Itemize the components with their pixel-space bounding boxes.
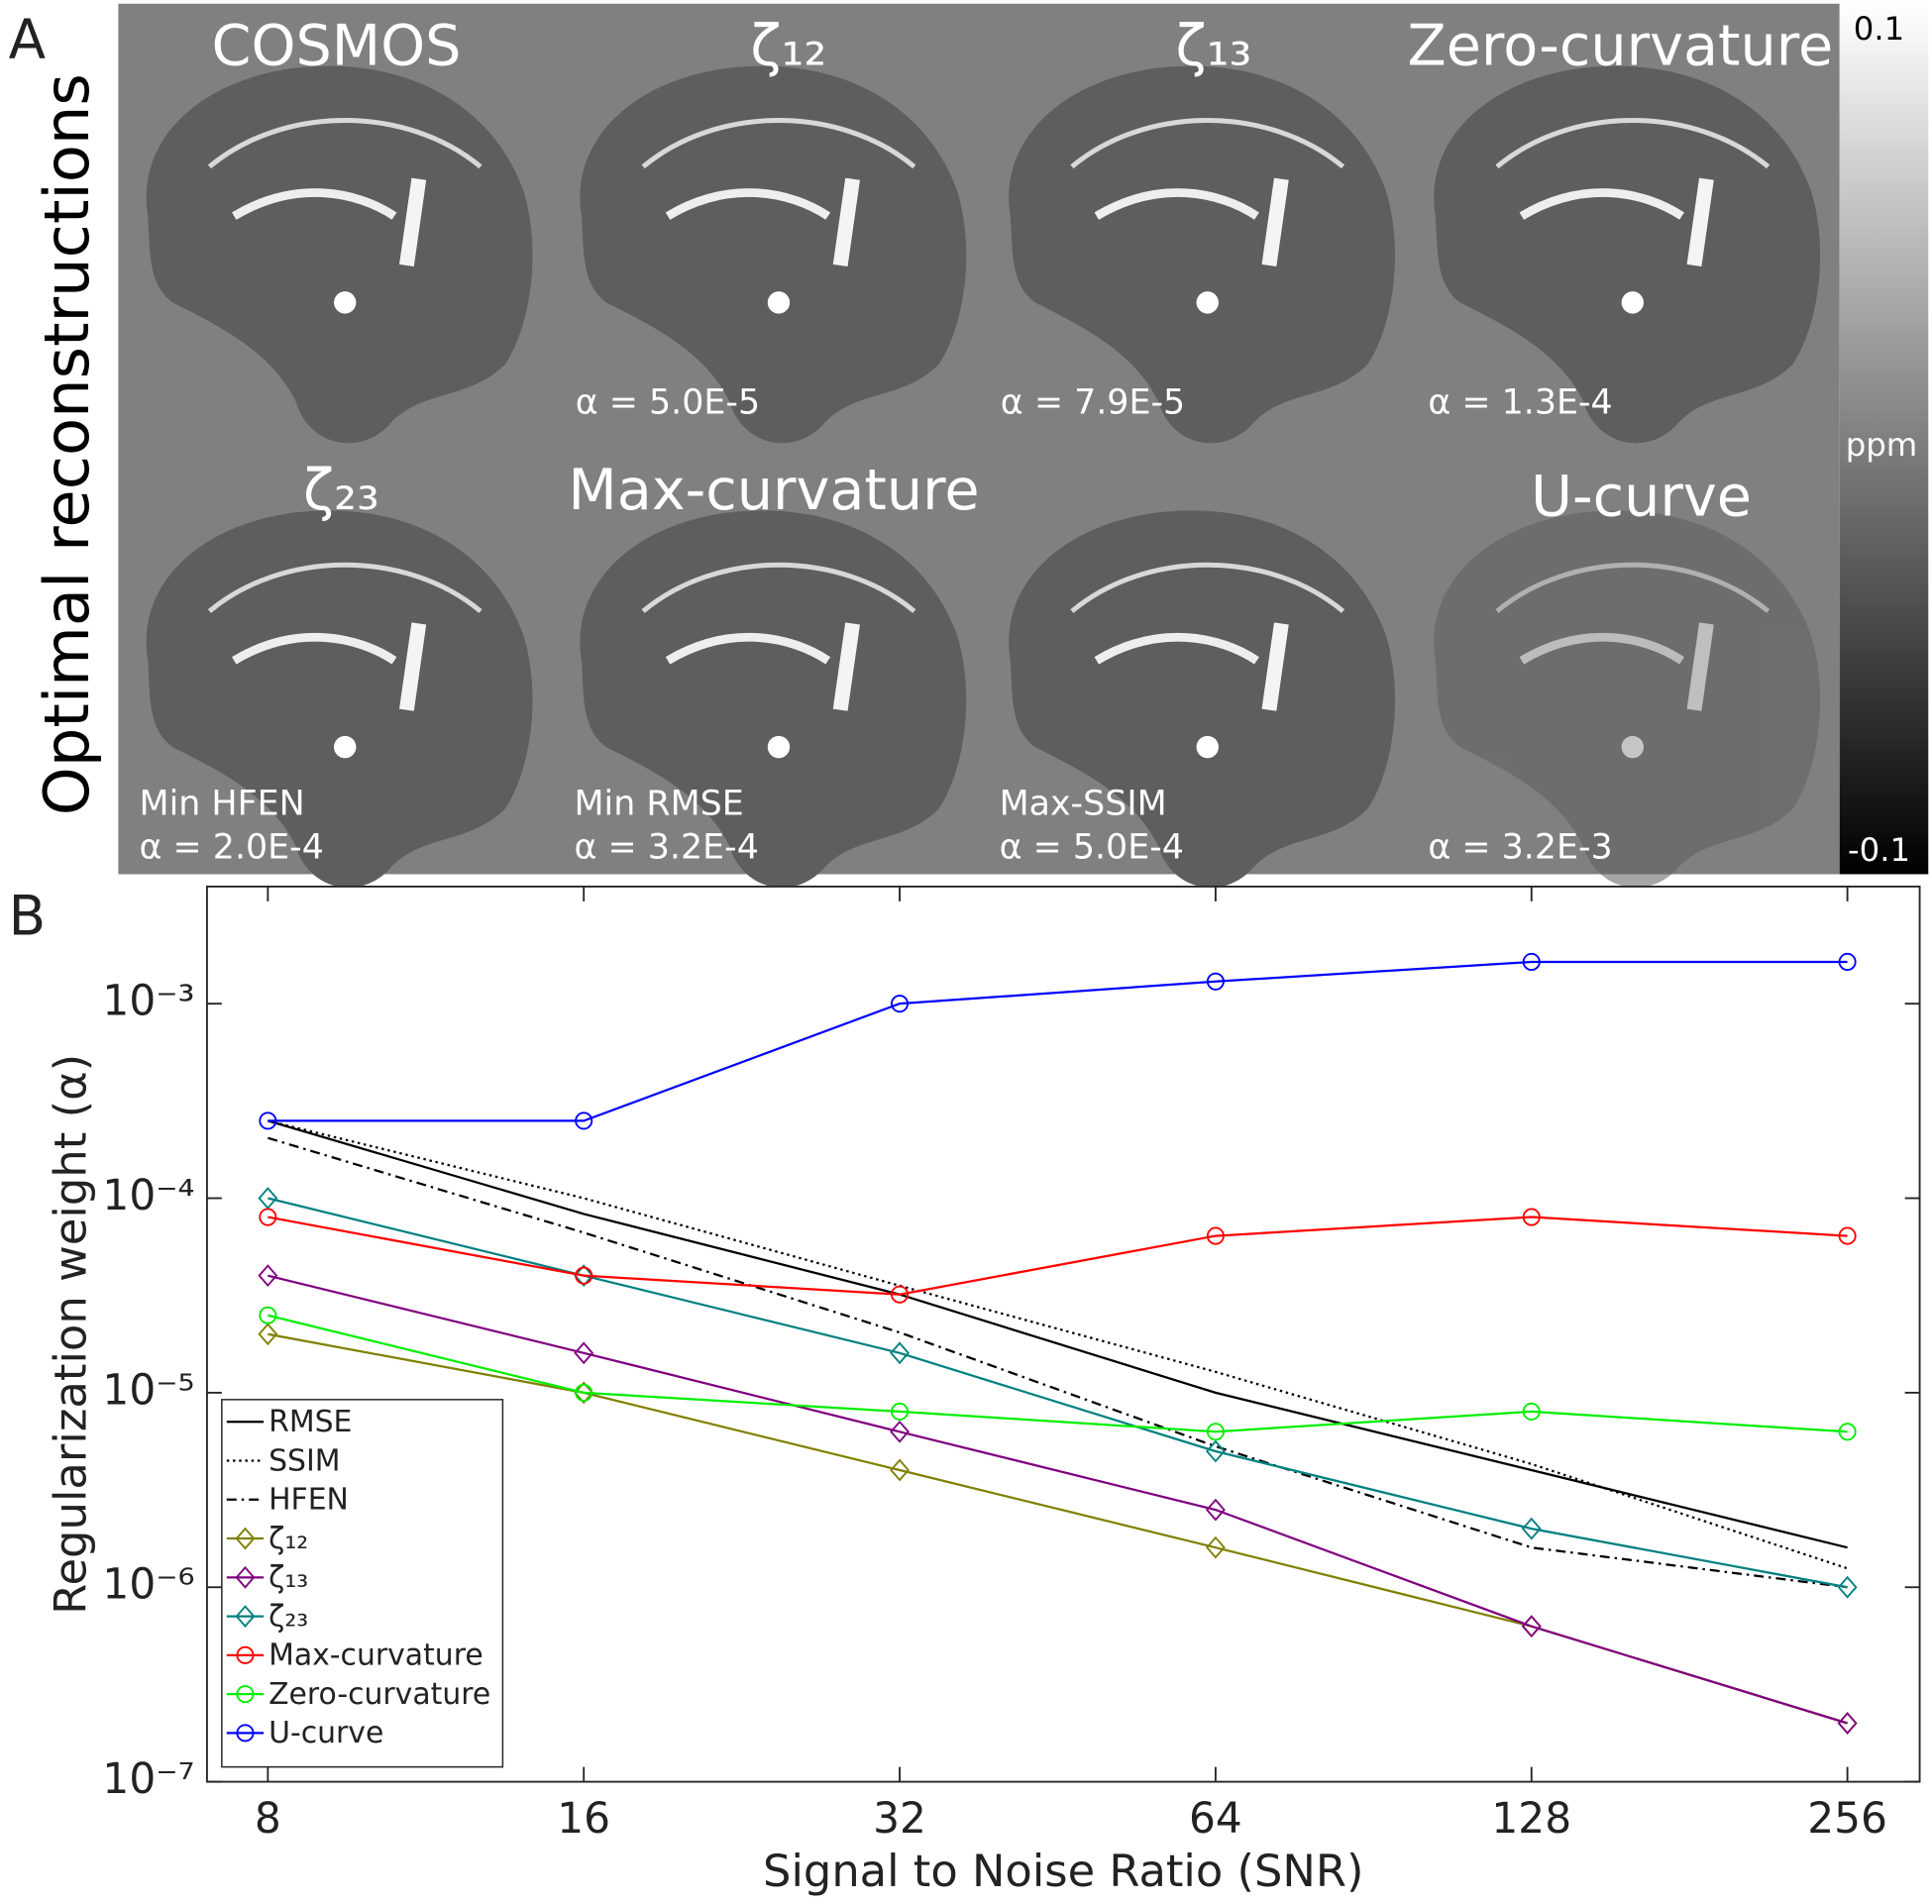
image-title: COSMOS xyxy=(212,12,462,78)
legend-box xyxy=(221,1399,504,1768)
legend-label: ζ₁₂ xyxy=(268,1522,308,1556)
data-marker xyxy=(891,1402,910,1421)
legend-marker xyxy=(236,1724,255,1743)
data-marker xyxy=(1838,1226,1857,1245)
legend: RMSE SSIM HFEN ζ₁₂ ζ₁₃ ζ₂₃ Max-curvature Zero-c… xyxy=(221,1399,504,1768)
x-tick-label: 128 xyxy=(1491,1794,1571,1843)
data-marker xyxy=(1205,1535,1226,1559)
data-marker xyxy=(1522,1208,1541,1226)
data-marker xyxy=(1521,1615,1542,1639)
series-line xyxy=(268,1274,1848,1725)
image-alpha: α = 3.2E-4 xyxy=(575,827,759,867)
image-alpha: α = 1.3E-4 xyxy=(1428,383,1612,423)
y-tick-label: 10⁻⁵ xyxy=(102,1365,194,1414)
data-marker xyxy=(574,1381,594,1405)
data-marker xyxy=(574,1264,594,1288)
series-line xyxy=(268,960,1848,1122)
image-alpha: α = 2.0E-4 xyxy=(140,827,324,867)
data-marker xyxy=(1206,1226,1225,1245)
data-marker xyxy=(1521,1517,1542,1540)
colorbar-max: 0.1 xyxy=(1854,10,1904,48)
data-marker xyxy=(1205,1439,1226,1463)
image-alpha: α = 3.2E-3 xyxy=(1428,827,1612,867)
legend-label: SSIM xyxy=(268,1443,340,1478)
image-note: Min RMSE xyxy=(575,785,744,824)
legend-marker xyxy=(235,1605,256,1628)
series-line xyxy=(268,1197,1848,1589)
image-alpha: α = 5.0E-4 xyxy=(1000,827,1184,867)
data-marker xyxy=(575,1266,593,1285)
image-note: Max-SSIM xyxy=(1000,785,1167,824)
legend-label: U-curve xyxy=(268,1716,383,1750)
legend-marker xyxy=(236,1685,255,1704)
colorbar xyxy=(1839,3,1929,875)
data-marker xyxy=(259,1208,277,1226)
data-marker xyxy=(1205,1498,1226,1522)
legend-label: Zero-curvature xyxy=(268,1677,490,1712)
x-tick-label: 8 xyxy=(255,1794,281,1843)
y-tick-label: 10⁻⁶ xyxy=(102,1560,194,1609)
data-marker xyxy=(890,1458,910,1482)
panel-ylabel: Optimal reconstructions xyxy=(31,73,103,815)
data-marker xyxy=(1837,1575,1858,1599)
legend-label: HFEN xyxy=(268,1483,349,1518)
data-marker xyxy=(1838,952,1857,972)
data-marker xyxy=(575,1383,593,1402)
series-line xyxy=(268,1216,1848,1296)
data-marker xyxy=(890,1420,910,1443)
image-title: U-curve xyxy=(1531,463,1752,529)
data-marker xyxy=(1838,1423,1857,1441)
y-tick-label: 10⁻⁷ xyxy=(102,1754,194,1803)
data-marker xyxy=(258,1187,278,1210)
image-title: Max-curvature xyxy=(568,457,979,523)
legend-label: ζ₂₃ xyxy=(268,1599,308,1634)
x-tick-label: 32 xyxy=(873,1794,926,1843)
data-marker xyxy=(1206,1423,1225,1441)
y-tick-label: 10⁻³ xyxy=(102,977,194,1025)
x-axis-label: Signal to Noise Ratio (SNR) xyxy=(763,1845,1363,1897)
image-title: ζ₁₃ xyxy=(1175,12,1251,78)
data-marker xyxy=(259,1111,277,1130)
data-marker xyxy=(1837,1712,1858,1735)
x-tick-label: 64 xyxy=(1189,1794,1242,1843)
data-marker xyxy=(575,1111,593,1130)
panel-label: B xyxy=(9,885,47,948)
data-marker xyxy=(891,1285,910,1304)
legend-marker xyxy=(236,1645,255,1664)
data-marker xyxy=(891,995,910,1013)
image-alpha: α = 7.9E-5 xyxy=(1001,383,1185,423)
legend-marker xyxy=(235,1527,256,1550)
image-title: ζ₁₂ xyxy=(750,12,826,78)
data-marker xyxy=(890,1341,910,1365)
data-marker xyxy=(259,1306,277,1324)
image-labels: COSMOS ζ₁₂ α = 5.0E-5 ζ₁₃ α = 7.9E-5 Zero-cur… xyxy=(140,12,1834,867)
y-tick-label: 10⁻⁴ xyxy=(102,1171,194,1219)
series-line xyxy=(268,1314,1848,1433)
colorbar-unit: ppm xyxy=(1846,426,1918,464)
panel-label: A xyxy=(9,8,47,71)
legend-label: RMSE xyxy=(268,1405,352,1439)
legend-label: ζ₁₃ xyxy=(268,1560,308,1595)
data-marker xyxy=(1522,1402,1541,1421)
data-marker xyxy=(1522,952,1541,972)
y-axis-label: Regularization weight (α) xyxy=(45,1054,97,1615)
series-line xyxy=(268,1136,1848,1589)
image-title: Zero-curvature xyxy=(1408,12,1834,78)
colorbar-min: -0.1 xyxy=(1848,831,1910,869)
data-marker xyxy=(1206,972,1225,991)
chart: B Signal to Noise Ratio (SNR) Regularizati… xyxy=(9,885,1921,1897)
x-tick-label: 16 xyxy=(557,1794,610,1843)
legend-marker xyxy=(235,1565,256,1589)
series-line xyxy=(268,1119,1848,1549)
data-marker xyxy=(258,1322,278,1346)
legend-label: Max-curvature xyxy=(268,1639,483,1673)
x-tick-label: 256 xyxy=(1807,1794,1887,1843)
data-marker xyxy=(258,1264,278,1288)
image-alpha: α = 5.0E-5 xyxy=(576,383,760,423)
data-marker xyxy=(574,1341,594,1365)
image-note: Min HFEN xyxy=(140,785,305,824)
image-title: ζ₂₃ xyxy=(303,457,379,523)
